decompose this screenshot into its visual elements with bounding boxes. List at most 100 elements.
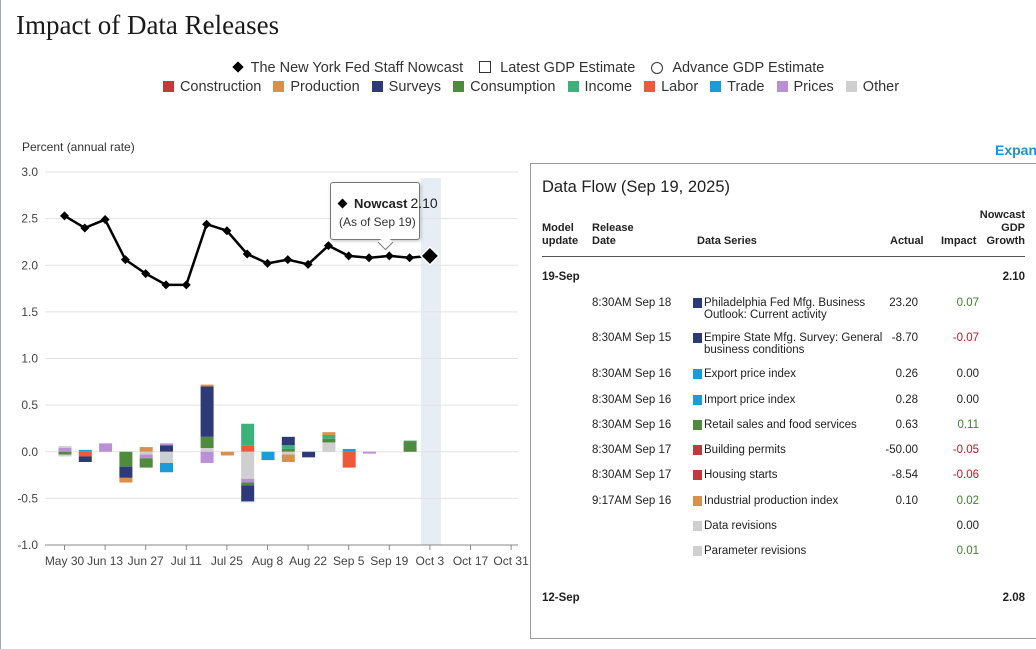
y-tick-label: 0.5	[21, 398, 38, 412]
impact-value: 0.07	[956, 297, 979, 309]
group-label-bottom[interactable]: 12-Sep	[542, 592, 580, 604]
impact-bar-segment	[200, 386, 214, 437]
nowcast-marker	[181, 280, 191, 290]
legend-label: Prices	[793, 79, 834, 95]
nowcast-marker	[344, 251, 354, 261]
header-model-update: Model update	[542, 222, 579, 247]
impact-bar-segment	[281, 445, 295, 449]
legend-swatch	[162, 81, 174, 92]
impact-bar-segment	[200, 448, 214, 452]
category-marker	[693, 298, 702, 308]
legend-label: Advance GDP Estimate	[672, 60, 825, 76]
series-name: Industrial production index	[704, 495, 839, 507]
diamond-icon	[337, 198, 348, 209]
legend-swatch	[845, 81, 857, 92]
release-time: 8:30AM Sep 15	[592, 332, 672, 344]
actual-value: 0.63	[895, 419, 918, 431]
category-marker	[693, 395, 702, 405]
legend-label: Income	[584, 79, 633, 95]
legend-swatch	[567, 81, 579, 92]
impact-bar-segment	[139, 447, 153, 452]
x-tick-label: Sep 5	[333, 554, 365, 568]
nowcast-marker	[141, 269, 151, 279]
impact-bar-segment	[58, 448, 72, 452]
tooltip-label: Nowcast	[354, 196, 408, 211]
impact-bar-segment	[322, 434, 336, 439]
impact-value: 0.00	[956, 368, 979, 380]
actual-value: 0.10	[895, 495, 918, 507]
release-time: 9:17AM Sep 16	[592, 495, 672, 507]
impact-bar-segment	[241, 451, 255, 479]
nowcast-marker	[161, 280, 171, 290]
impact-value: -0.05	[952, 444, 979, 456]
series-name: Empire State Mfg. Survey: General busine…	[704, 332, 883, 356]
nowcast-marker	[60, 211, 69, 221]
legend-item-latest-gdp[interactable]: Latest GDP Estimate	[479, 60, 635, 76]
expand-link[interactable]: Expanc	[995, 142, 1036, 158]
y-tick-label: 0.0	[21, 445, 38, 459]
y-tick-label: -1.0	[17, 538, 38, 552]
impact-value: -0.06	[952, 469, 979, 481]
x-tick-label: Aug 8	[252, 554, 284, 568]
nowcast-marker	[323, 241, 333, 251]
x-tick-label: Oct 3	[416, 554, 445, 568]
legend-label: Trade	[727, 79, 765, 95]
legend-label: Production	[290, 79, 360, 95]
legend-item-surveys[interactable]: Surveys	[371, 79, 441, 95]
release-time: 8:30AM Sep 17	[592, 444, 672, 456]
nowcast-marker	[303, 259, 313, 269]
series-name: Building permits	[704, 444, 786, 456]
nowcast-marker	[120, 255, 130, 265]
legend-item-income[interactable]: Income	[567, 79, 633, 95]
legend-item-construction[interactable]: Construction	[162, 79, 261, 95]
nowcast-marker	[202, 219, 212, 229]
y-axis-title: Percent (annual rate)	[22, 140, 135, 154]
impact-bar-segment	[261, 451, 275, 461]
legend-swatch	[644, 81, 656, 92]
legend-item-trade[interactable]: Trade	[710, 79, 765, 95]
panel-title: Data Flow (Sep 19, 2025)	[542, 178, 731, 196]
impact-bar-segment	[58, 451, 72, 455]
legend-item-other[interactable]: Other	[845, 79, 900, 95]
release-time: 8:30AM Sep 16	[592, 368, 672, 380]
x-tick-label: Oct 31	[493, 554, 529, 568]
legend-item-nowcast[interactable]: The New York Fed Staff Nowcast	[231, 60, 463, 76]
legend-item-production[interactable]: Production	[273, 79, 360, 95]
header-actual: Actual	[890, 235, 924, 247]
nowcast-marker	[222, 226, 232, 236]
legend-item-consumption[interactable]: Consumption	[453, 79, 556, 95]
impact-bar-segment	[403, 440, 417, 442]
category-legend: Construction Production Surveys Consumption…	[0, 79, 1036, 95]
impact-bar-segment	[160, 451, 173, 463]
impact-bar-segment	[241, 423, 255, 446]
impact-bar-segment	[99, 443, 113, 452]
impact-bar-segment	[139, 454, 153, 459]
impact-bar-segment	[403, 441, 417, 452]
actual-value: -8.54	[891, 469, 918, 481]
actual-value: -8.70	[891, 332, 918, 344]
header-nowcast: Nowcast GDP Growth	[979, 209, 1025, 247]
frame-border	[0, 0, 1, 649]
impact-value: -0.07	[952, 332, 979, 344]
x-tick-label: Oct 17	[453, 554, 489, 568]
legend-item-advance-gdp[interactable]: Advance GDP Estimate	[651, 60, 824, 76]
impact-bar-segment	[160, 462, 173, 473]
nowcast-marker	[100, 215, 110, 225]
category-marker	[693, 445, 702, 455]
impact-bar-segment	[241, 501, 255, 503]
x-tick-label: Sep 19	[370, 554, 408, 568]
header-data-series: Data Series	[697, 235, 757, 247]
group-nowcast-bottom: 2.08	[1002, 592, 1025, 604]
legend-label: Other	[862, 79, 900, 95]
legend-item-labor[interactable]: Labor	[644, 79, 698, 95]
square-icon	[479, 61, 492, 73]
impact-bar-segment	[160, 443, 173, 446]
nowcast-chart: 3.0 2.5 2.0 1.5 1.0 0.5 0.0 -0.5 -1.0 May 30 Jun 1…	[17, 165, 529, 568]
series-name: Retail sales and food services	[704, 419, 857, 431]
header-divider	[542, 256, 1025, 257]
y-tick-label: 3.0	[21, 165, 38, 179]
impact-bar-segment	[241, 482, 255, 486]
impact-bar-segment	[58, 446, 72, 449]
legend-item-prices[interactable]: Prices	[776, 79, 834, 95]
y-tick-label: 1.0	[21, 352, 38, 366]
